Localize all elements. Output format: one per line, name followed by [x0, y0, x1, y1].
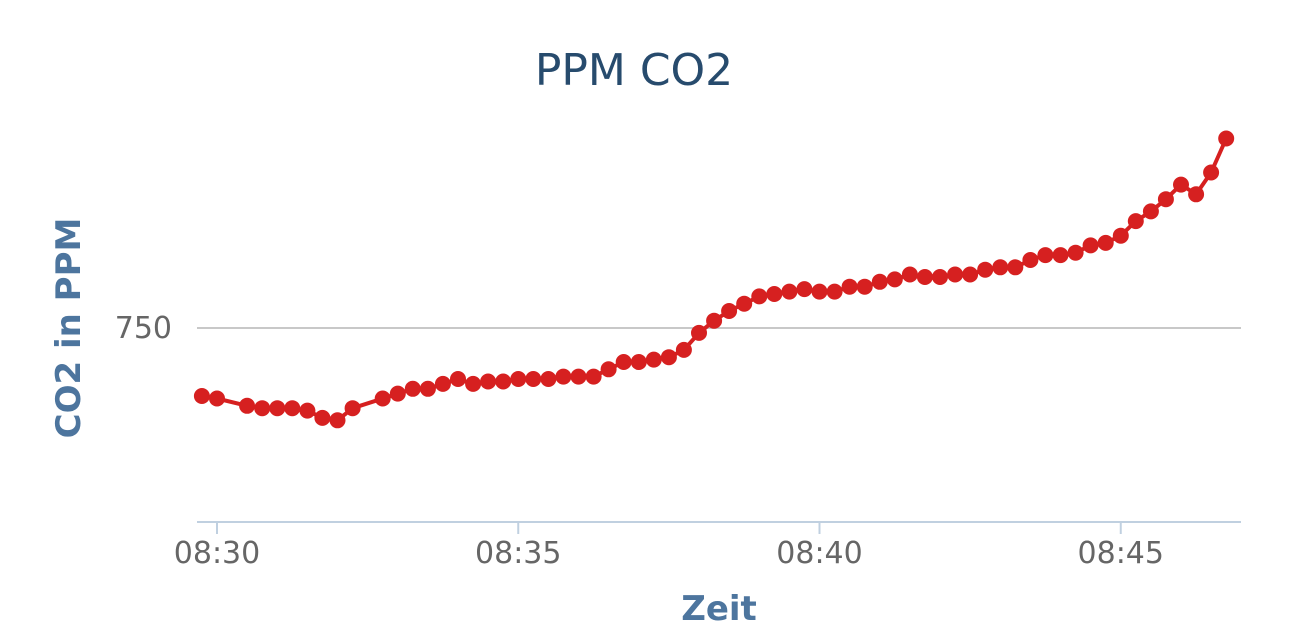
data-point[interactable]	[721, 303, 738, 319]
data-point[interactable]	[691, 324, 707, 341]
data-point[interactable]	[419, 380, 436, 397]
data-point[interactable]	[871, 273, 888, 290]
y-tick-label: 750	[115, 311, 172, 346]
x-tick-label: 08:45	[1078, 536, 1164, 571]
data-point[interactable]	[841, 278, 858, 295]
data-point[interactable]	[901, 266, 918, 283]
data-point[interactable]	[465, 375, 482, 392]
data-point[interactable]	[600, 361, 617, 378]
data-point[interactable]	[751, 288, 768, 305]
data-point[interactable]	[269, 400, 286, 417]
data-point[interactable]	[811, 283, 828, 300]
data-point[interactable]	[374, 390, 391, 407]
data-point[interactable]	[856, 278, 873, 295]
data-point[interactable]	[1188, 186, 1205, 203]
data-point[interactable]	[404, 380, 421, 397]
data-point[interactable]	[916, 269, 933, 285]
data-point[interactable]	[510, 371, 527, 387]
data-point[interactable]	[1007, 259, 1024, 276]
data-point[interactable]	[1082, 237, 1099, 254]
y-axis-title: CO2 in PPM	[49, 218, 89, 439]
data-point[interactable]	[886, 271, 903, 288]
data-point[interactable]	[1112, 227, 1129, 244]
data-point[interactable]	[299, 402, 316, 419]
x-tick-label: 08:35	[475, 536, 561, 571]
data-point[interactable]	[1218, 130, 1235, 147]
data-point[interactable]	[977, 261, 994, 278]
data-point[interactable]	[992, 259, 1009, 276]
data-point[interactable]	[193, 388, 210, 404]
data-point[interactable]	[525, 371, 542, 387]
series-line	[201, 137, 1229, 423]
data-point[interactable]	[570, 368, 587, 385]
data-point[interactable]	[932, 269, 948, 285]
data-point[interactable]	[645, 351, 662, 368]
data-point[interactable]	[796, 281, 813, 298]
data-point[interactable]	[1157, 191, 1174, 208]
x-tick-label: 08:30	[174, 536, 260, 571]
data-point[interactable]	[344, 400, 361, 417]
data-point[interactable]	[1173, 176, 1189, 193]
series-layer	[193, 130, 1235, 429]
data-point[interactable]	[766, 286, 783, 302]
data-point[interactable]	[1022, 252, 1039, 268]
data-point[interactable]	[781, 283, 798, 300]
data-point[interactable]	[314, 409, 331, 426]
data-point[interactable]	[555, 368, 572, 385]
data-point[interactable]	[450, 371, 466, 387]
y-tick-layer: 750	[115, 311, 172, 346]
data-point[interactable]	[1142, 203, 1159, 220]
data-point[interactable]	[660, 349, 677, 366]
data-point[interactable]	[947, 266, 964, 283]
data-point[interactable]	[585, 368, 602, 385]
x-tick-layer: 08:30 08:35 08:40 08:45	[174, 522, 1164, 571]
data-point[interactable]	[209, 390, 225, 407]
data-point[interactable]	[1203, 164, 1220, 181]
data-point[interactable]	[1097, 234, 1114, 251]
data-point[interactable]	[706, 312, 723, 329]
data-point[interactable]	[675, 341, 692, 358]
chart-title: PPM CO2	[535, 45, 733, 96]
data-point[interactable]	[736, 295, 753, 312]
data-point[interactable]	[239, 397, 256, 414]
data-point[interactable]	[540, 371, 557, 387]
data-point[interactable]	[1127, 213, 1144, 230]
data-point[interactable]	[630, 354, 647, 370]
data-point[interactable]	[615, 354, 632, 370]
data-point[interactable]	[826, 283, 843, 300]
data-point[interactable]	[254, 400, 271, 417]
data-point[interactable]	[329, 412, 346, 429]
data-point[interactable]	[434, 375, 451, 392]
data-point[interactable]	[1037, 247, 1054, 264]
data-point[interactable]	[1067, 244, 1084, 261]
data-point[interactable]	[284, 400, 301, 417]
data-point[interactable]	[962, 266, 979, 283]
x-tick-label: 08:40	[776, 536, 862, 571]
x-axis-title: Zeit	[681, 589, 757, 629]
data-point[interactable]	[495, 373, 512, 390]
data-point[interactable]	[389, 385, 406, 402]
data-point[interactable]	[1052, 247, 1069, 264]
data-point[interactable]	[480, 373, 497, 390]
